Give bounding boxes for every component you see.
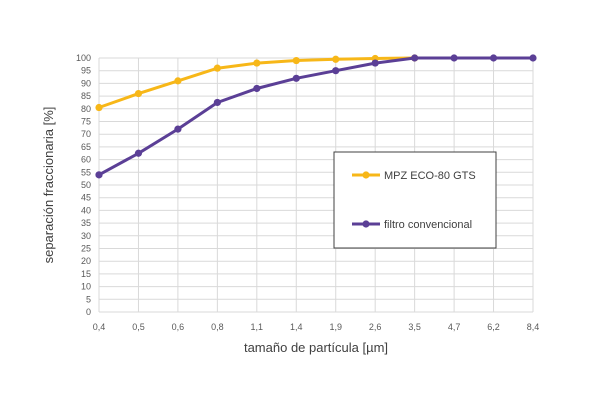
legend-marker-0 xyxy=(362,171,370,179)
data-point-1 xyxy=(529,54,537,62)
x-tick-label: 1,4 xyxy=(290,322,303,332)
data-point-1 xyxy=(371,59,379,67)
y-tick-label: 60 xyxy=(81,155,91,165)
data-point-0 xyxy=(134,89,143,98)
y-tick-label: 45 xyxy=(81,193,91,203)
y-tick-label: 50 xyxy=(81,180,91,190)
data-point-0 xyxy=(332,55,340,63)
y-tick-label: 10 xyxy=(81,282,91,292)
data-point-1 xyxy=(332,67,340,75)
y-tick-label: 80 xyxy=(81,104,91,114)
data-point-1 xyxy=(253,84,261,93)
x-tick-label: 1,9 xyxy=(329,322,342,332)
y-tick-label: 85 xyxy=(81,91,91,101)
data-point-0 xyxy=(292,56,300,65)
y-tick-label: 40 xyxy=(81,205,91,215)
data-point-1 xyxy=(489,54,498,62)
y-tick-label: 100 xyxy=(76,53,91,63)
data-point-1 xyxy=(411,54,419,62)
y-tick-label: 55 xyxy=(81,167,91,177)
y-tick-label: 15 xyxy=(81,269,91,279)
data-point-0 xyxy=(213,64,221,72)
tick-labels: 0 5 10 15 20 25 30 35 40 45 50 55 60 65 70 75 80 85 90 95 10… xyxy=(76,53,539,332)
y-tick-label: 95 xyxy=(81,66,91,76)
y-tick-label: 0 xyxy=(86,307,91,317)
data-point-1 xyxy=(450,54,458,62)
y-tick-label: 30 xyxy=(81,231,91,241)
series-line-1 xyxy=(98,56,533,177)
y-tick-label: 65 xyxy=(81,142,91,152)
data-point-1 xyxy=(134,149,143,157)
x-tick-label: 8,4 xyxy=(527,322,540,332)
y-tick-label: 70 xyxy=(81,129,91,139)
data-point-0 xyxy=(174,77,182,85)
y-tick-label: 20 xyxy=(81,256,91,266)
y-axis-label: separación fraccionaria [%] xyxy=(41,107,56,264)
data-point-1 xyxy=(95,171,103,179)
x-tick-label: 0,6 xyxy=(172,322,185,332)
legend-marker-1 xyxy=(362,220,370,228)
y-tick-label: 5 xyxy=(86,294,91,304)
series-group xyxy=(95,54,537,179)
legend: MPZ ECO-80 GTS filtro convencional xyxy=(333,151,497,249)
data-point-0 xyxy=(95,103,103,112)
data-point-0 xyxy=(253,59,261,67)
x-tick-label: 1,1 xyxy=(251,322,264,332)
x-tick-label: 0,5 xyxy=(132,322,145,332)
grid-lines xyxy=(98,57,534,313)
x-tick-label: 4,7 xyxy=(448,322,461,332)
data-point-1 xyxy=(213,98,221,107)
y-tick-label: 35 xyxy=(81,218,91,228)
data-point-1 xyxy=(174,125,182,133)
y-tick-label: 25 xyxy=(81,244,91,254)
x-axis-label: tamaño de partícula [µm] xyxy=(244,340,388,355)
legend-label-1: filtro convencional xyxy=(384,219,472,231)
legend-box xyxy=(333,151,497,249)
x-tick-label: 2,6 xyxy=(369,322,382,332)
y-tick-label: 90 xyxy=(81,78,91,88)
legend-label-0: MPZ ECO-80 GTS xyxy=(384,170,476,182)
x-tick-label: 6,2 xyxy=(487,322,500,332)
y-tick-label: 75 xyxy=(81,117,91,127)
x-tick-label: 0,8 xyxy=(211,322,224,332)
x-tick-label: 3,5 xyxy=(408,322,421,332)
x-tick-label: 0,4 xyxy=(93,322,106,332)
data-point-1 xyxy=(292,74,300,82)
